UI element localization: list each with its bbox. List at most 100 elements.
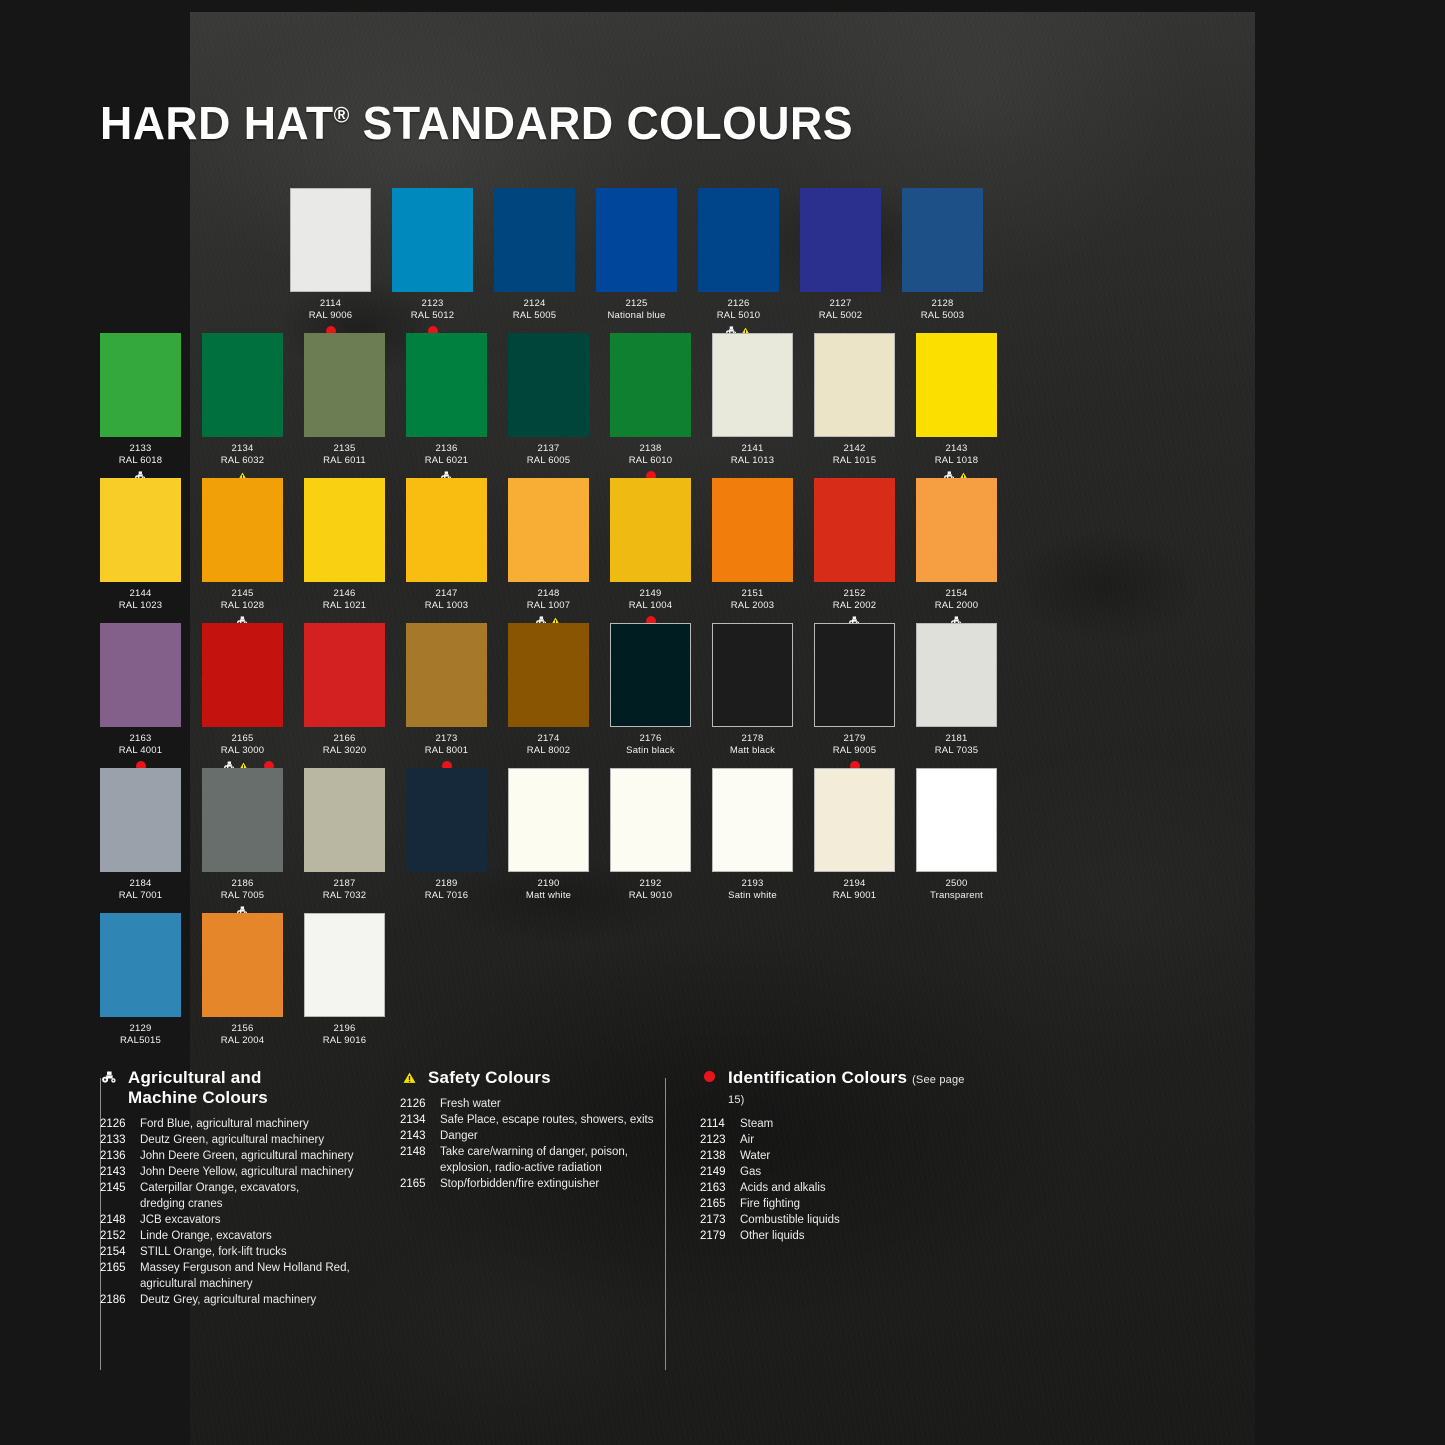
swatch-caption-2189: 2189 RAL 7016	[406, 878, 487, 902]
colour-swatch-2145[interactable]: 2145 RAL 1028	[202, 478, 283, 627]
swatch-chip-2166[interactable]	[304, 623, 385, 727]
swatch-chip-2500[interactable]	[916, 768, 997, 872]
colour-swatch-2135[interactable]: 2135 RAL 6011	[304, 333, 385, 482]
swatch-chip-2190[interactable]	[508, 768, 589, 872]
colour-swatch-2149[interactable]: 2149 RAL 1004	[610, 478, 691, 627]
colour-swatch-2136[interactable]: 2136 RAL 6021	[406, 333, 487, 482]
colour-swatch-2141[interactable]: 2141 RAL 1013	[712, 333, 793, 482]
swatch-chip-2143[interactable]	[916, 333, 997, 437]
colour-swatch-2138[interactable]: 2138 RAL 6010	[610, 333, 691, 482]
swatch-chip-2156[interactable]	[202, 913, 283, 1017]
swatch-chip-2174[interactable]	[508, 623, 589, 727]
colour-swatch-2134[interactable]: 2134 RAL 6032	[202, 333, 283, 482]
colour-swatch-2187[interactable]: 2187 RAL 7032	[304, 768, 385, 917]
swatch-chip-2189[interactable]	[406, 768, 487, 872]
swatch-chip-2178[interactable]	[712, 623, 793, 727]
swatch-chip-2186[interactable]	[202, 768, 283, 872]
colour-swatch-2128[interactable]: 2128 RAL 5003	[902, 188, 983, 337]
swatch-chip-2128[interactable]	[902, 188, 983, 292]
colour-swatch-2174[interactable]: 2174 RAL 8002	[508, 623, 589, 772]
swatch-chip-2137[interactable]	[508, 333, 589, 437]
swatch-chip-2142[interactable]	[814, 333, 895, 437]
colour-swatch-2181[interactable]: 2181 RAL 7035	[916, 623, 997, 772]
swatch-chip-2136[interactable]	[406, 333, 487, 437]
colour-swatch-2179[interactable]: 2179 RAL 9005	[814, 623, 895, 772]
swatch-chip-2193[interactable]	[712, 768, 793, 872]
colour-swatch-2137[interactable]: 2137 RAL 6005	[508, 333, 589, 482]
colour-swatch-2142[interactable]: 2142 RAL 1015	[814, 333, 895, 482]
colour-swatch-2186[interactable]: 2186 RAL 7005	[202, 768, 283, 917]
swatch-chip-2135[interactable]	[304, 333, 385, 437]
colour-swatch-2143[interactable]: 2143 RAL 1018	[916, 333, 997, 482]
swatch-chip-2194[interactable]	[814, 768, 895, 872]
swatch-chip-2145[interactable]	[202, 478, 283, 582]
swatch-chip-2154[interactable]	[916, 478, 997, 582]
swatch-chip-2192[interactable]	[610, 768, 691, 872]
colour-swatch-2148[interactable]: 2148 RAL 1007	[508, 478, 589, 627]
colour-swatch-2124[interactable]: 2124 RAL 5005	[494, 188, 575, 337]
colour-swatch-2144[interactable]: 2144 RAL 1023	[100, 478, 181, 627]
swatch-caption-2151: 2151 RAL 2003	[712, 588, 793, 612]
swatch-chip-2147[interactable]	[406, 478, 487, 582]
swatch-chip-2123[interactable]	[392, 188, 473, 292]
swatch-caption-2154: 2154 RAL 2000	[916, 588, 997, 612]
colour-swatch-2190[interactable]: 2190 Matt white	[508, 768, 589, 917]
swatch-chip-2152[interactable]	[814, 478, 895, 582]
swatch-chip-2114[interactable]	[290, 188, 371, 292]
swatch-chip-2165[interactable]	[202, 623, 283, 727]
red-dot-icon	[441, 760, 452, 771]
colour-swatch-2184[interactable]: 2184 RAL 7001	[100, 768, 181, 917]
swatch-chip-2133[interactable]	[100, 333, 181, 437]
colour-swatch-2166[interactable]: 2166 RAL 3020	[304, 623, 385, 772]
swatch-chip-2127[interactable]	[800, 188, 881, 292]
colour-swatch-2133[interactable]: 2133 RAL 6018	[100, 333, 181, 482]
colour-swatch-2151[interactable]: 2151 RAL 2003	[712, 478, 793, 627]
swatch-chip-2187[interactable]	[304, 768, 385, 872]
colour-swatch-2127[interactable]: 2127 RAL 5002	[800, 188, 881, 337]
swatch-chip-2163[interactable]	[100, 623, 181, 727]
legend-item-code: 2152	[100, 1230, 126, 1242]
swatch-chip-2179[interactable]	[814, 623, 895, 727]
colour-swatch-2194[interactable]: 2194 RAL 9001	[814, 768, 895, 917]
colour-swatch-2500[interactable]: 2500 Transparent	[916, 768, 997, 917]
swatch-chip-2146[interactable]	[304, 478, 385, 582]
swatch-chip-2126[interactable]	[698, 188, 779, 292]
colour-swatch-2129[interactable]: 2129 RAL5015	[100, 913, 181, 1062]
swatch-chip-2176[interactable]	[610, 623, 691, 727]
swatch-chip-2129[interactable]	[100, 913, 181, 1017]
colour-swatch-2192[interactable]: 2192 RAL 9010	[610, 768, 691, 917]
legend-item-code: 2143	[400, 1130, 426, 1142]
swatch-chip-2181[interactable]	[916, 623, 997, 727]
swatch-chip-2196[interactable]	[304, 913, 385, 1017]
colour-swatch-2126[interactable]: 2126 RAL 5010	[698, 188, 779, 337]
colour-swatch-2147[interactable]: 2147 RAL 1003	[406, 478, 487, 627]
colour-swatch-2156[interactable]: 2156 RAL 2004	[202, 913, 283, 1062]
colour-swatch-2114[interactable]: 2114 RAL 9006	[290, 188, 371, 337]
swatch-chip-2149[interactable]	[610, 478, 691, 582]
legend-safety-item: 2165 Stop/forbidden/fire extinguisher	[400, 1176, 660, 1192]
swatch-chip-2125[interactable]	[596, 188, 677, 292]
colour-swatch-2178[interactable]: 2178 Matt black	[712, 623, 793, 772]
swatch-chip-2138[interactable]	[610, 333, 691, 437]
swatch-chip-2148[interactable]	[508, 478, 589, 582]
colour-swatch-2123[interactable]: 2123 RAL 5012	[392, 188, 473, 337]
colour-swatch-2196[interactable]: 2196 RAL 9016	[304, 913, 385, 1062]
swatch-chip-2134[interactable]	[202, 333, 283, 437]
colour-swatch-2125[interactable]: 2125 National blue	[596, 188, 677, 337]
colour-swatch-2152[interactable]: 2152 RAL 2002	[814, 478, 895, 627]
swatch-chip-2124[interactable]	[494, 188, 575, 292]
colour-swatch-2146[interactable]: 2146 RAL 1021	[304, 478, 385, 627]
swatch-chip-2173[interactable]	[406, 623, 487, 727]
colour-swatch-2154[interactable]: 2154 RAL 2000	[916, 478, 997, 627]
swatch-chip-2151[interactable]	[712, 478, 793, 582]
colour-swatch-2176[interactable]: 2176 Satin black	[610, 623, 691, 772]
swatch-ral: RAL 7035	[934, 745, 979, 756]
colour-swatch-2163[interactable]: 2163 RAL 4001	[100, 623, 181, 772]
colour-swatch-2189[interactable]: 2189 RAL 7016	[406, 768, 487, 917]
colour-swatch-2173[interactable]: 2173 RAL 8001	[406, 623, 487, 772]
swatch-chip-2141[interactable]	[712, 333, 793, 437]
colour-swatch-2165[interactable]: 2165 RAL 3000	[202, 623, 283, 772]
swatch-chip-2144[interactable]	[100, 478, 181, 582]
swatch-chip-2184[interactable]	[100, 768, 181, 872]
colour-swatch-2193[interactable]: 2193 Satin white	[712, 768, 793, 917]
